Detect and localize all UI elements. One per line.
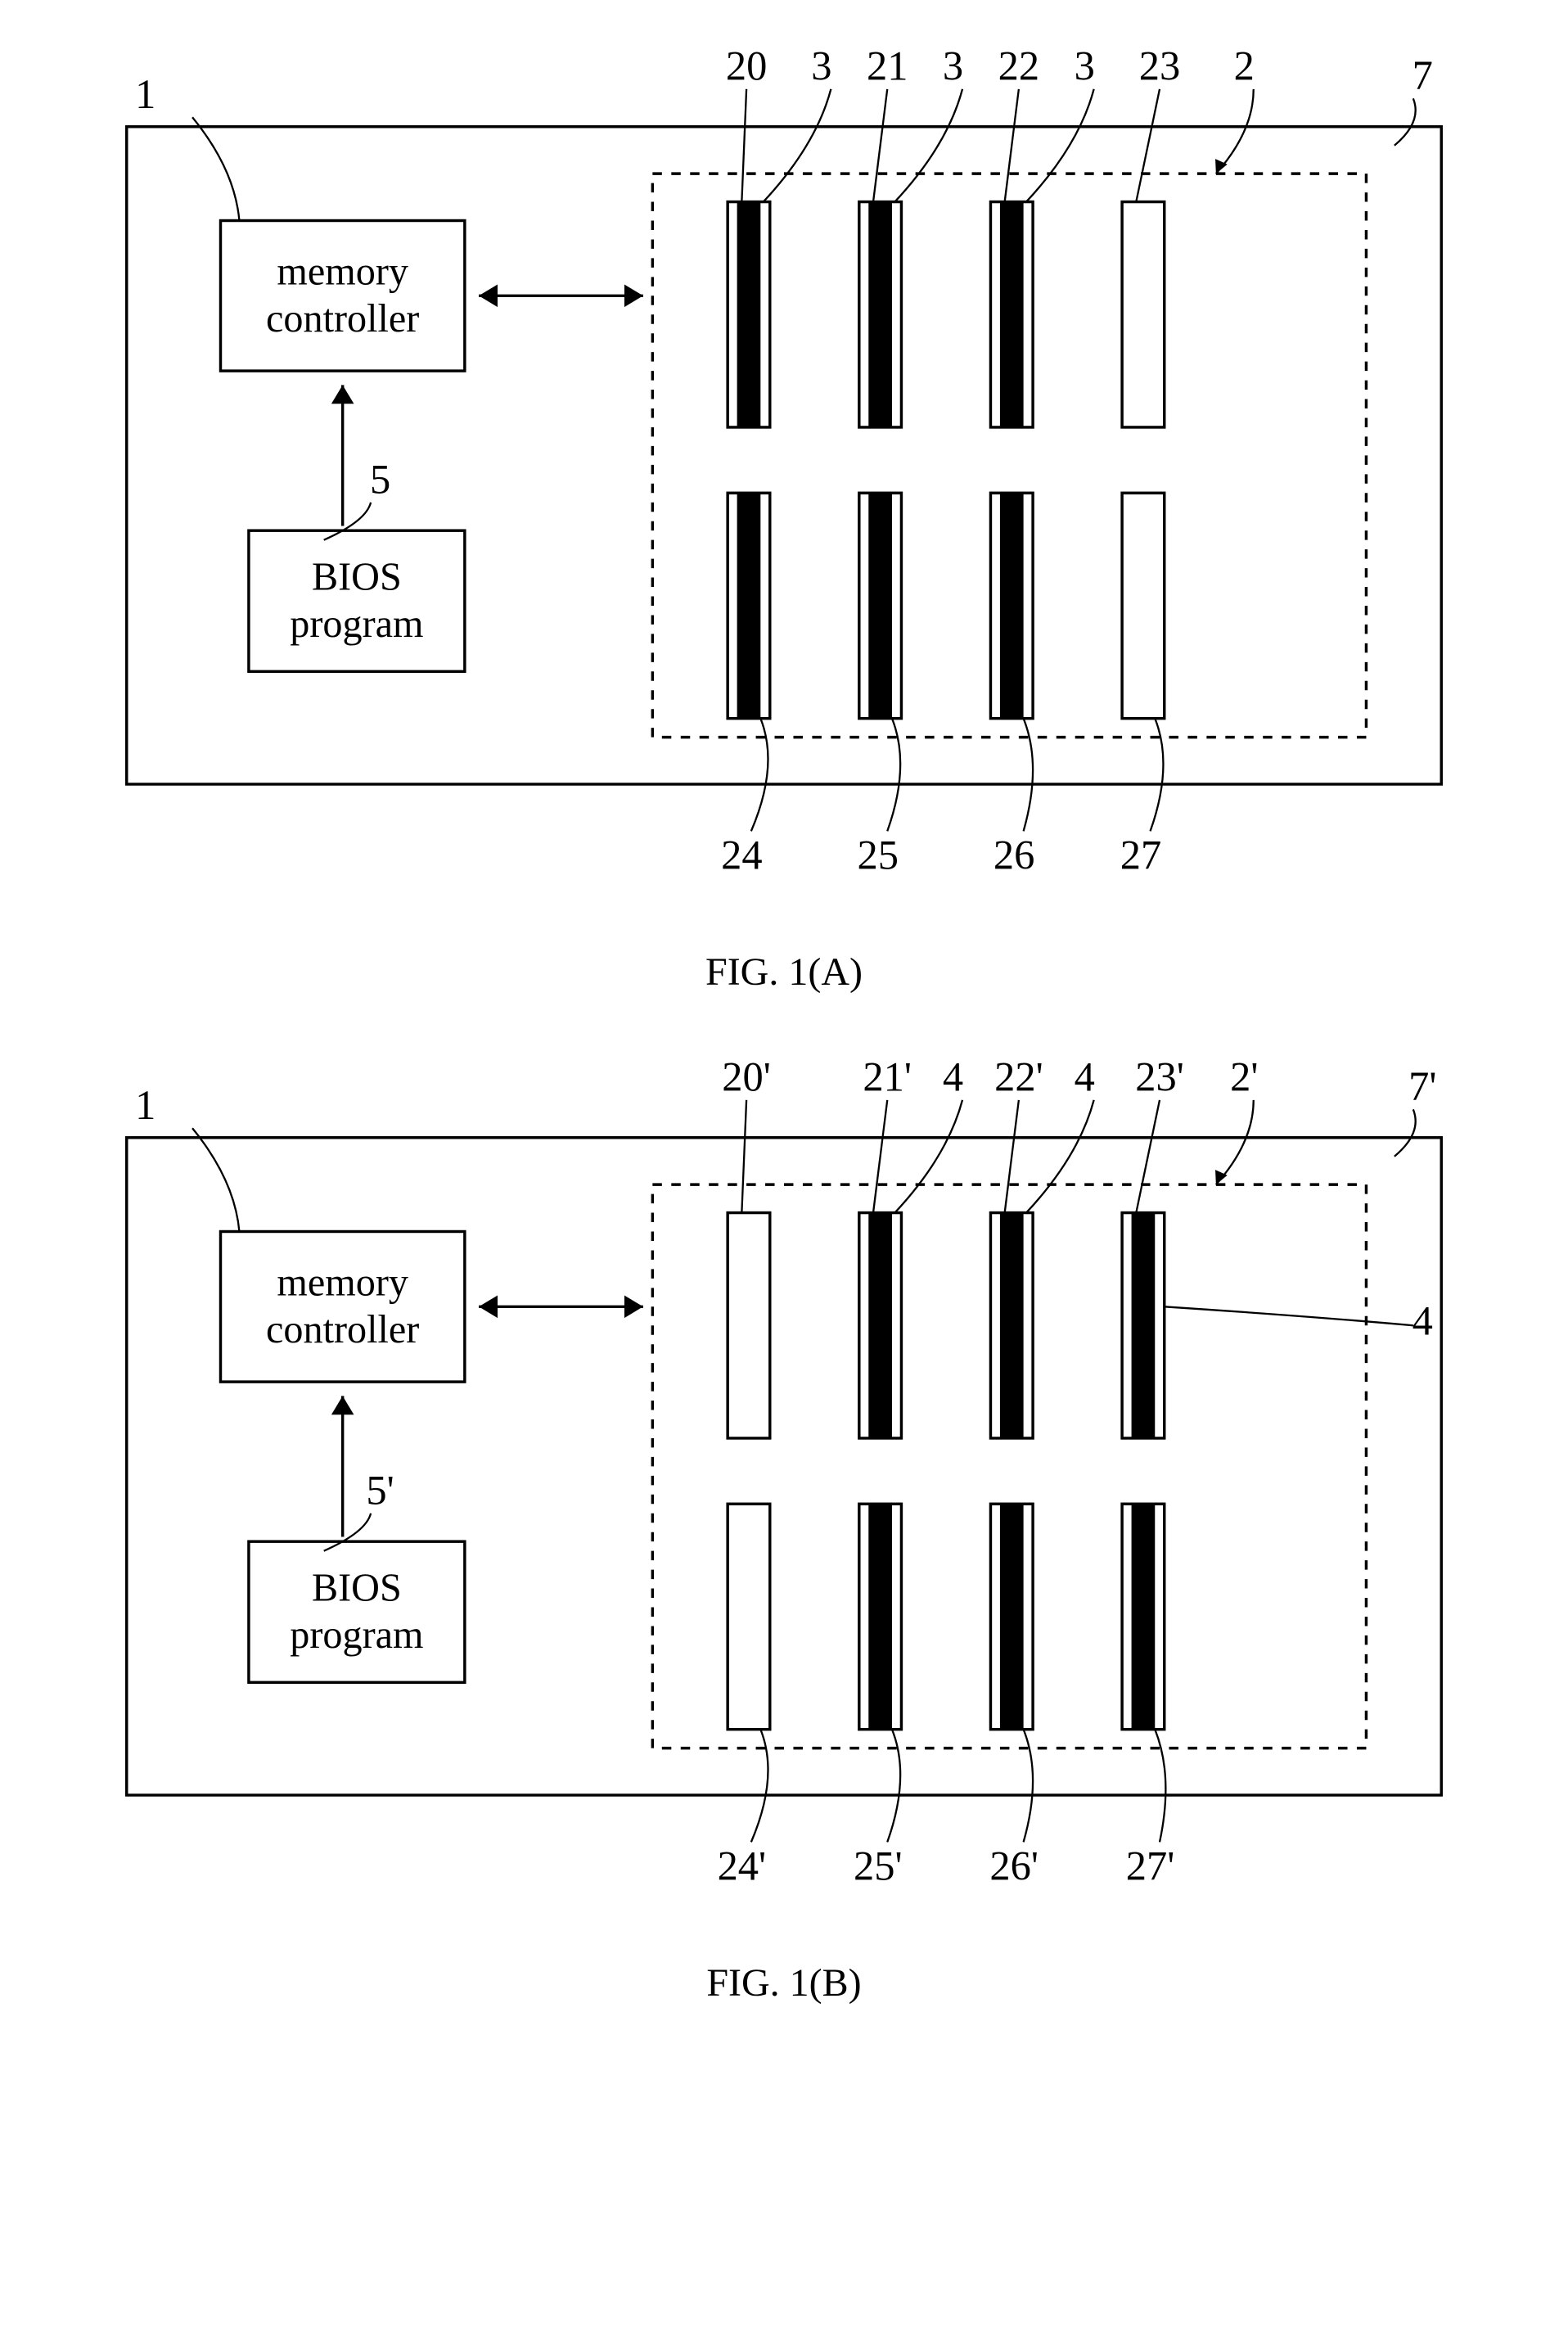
svg-text:21: 21 [867, 43, 908, 88]
svg-text:2: 2 [1234, 43, 1255, 88]
svg-text:3: 3 [1075, 43, 1095, 88]
svg-text:2': 2' [1230, 1054, 1258, 1100]
svg-text:21': 21' [863, 1054, 912, 1100]
svg-text:22': 22' [994, 1054, 1043, 1100]
svg-text:1: 1 [135, 71, 155, 117]
svg-text:24: 24 [721, 832, 762, 878]
svg-text:BIOS: BIOS [312, 1567, 402, 1610]
figure-a: memorycontrollerBIOSprogram2021222324252… [33, 33, 1535, 995]
svg-text:23: 23 [1139, 43, 1180, 88]
svg-text:20': 20' [722, 1054, 771, 1100]
svg-text:memory: memory [277, 250, 408, 294]
figure-a-svg: memorycontrollerBIOSprogram2021222324252… [33, 33, 1535, 925]
svg-text:27': 27' [1126, 1843, 1175, 1888]
svg-text:controller: controller [266, 297, 419, 341]
svg-text:BIOS: BIOS [312, 555, 402, 598]
svg-text:25': 25' [854, 1843, 903, 1888]
svg-text:4: 4 [1413, 1298, 1433, 1344]
svg-text:7: 7 [1413, 52, 1433, 98]
svg-text:27: 27 [1120, 832, 1161, 878]
svg-text:26: 26 [994, 832, 1034, 878]
svg-text:7': 7' [1408, 1063, 1436, 1109]
figure-a-caption: FIG. 1(A) [33, 950, 1535, 995]
svg-text:4: 4 [1075, 1054, 1095, 1100]
svg-text:program: program [290, 602, 423, 646]
svg-text:23': 23' [1135, 1054, 1184, 1100]
svg-text:4: 4 [943, 1054, 963, 1100]
svg-text:24': 24' [718, 1843, 767, 1888]
svg-text:5: 5 [370, 456, 390, 502]
svg-text:1: 1 [135, 1082, 155, 1128]
figure-b-svg: memorycontroller BIOSprogram 20' 21' 22' 23' 2… [33, 1044, 1535, 1936]
svg-text:25: 25 [858, 832, 899, 878]
svg-text:26': 26' [989, 1843, 1039, 1888]
svg-text:controller: controller [266, 1308, 419, 1351]
svg-text:3: 3 [943, 43, 963, 88]
figure-b: memorycontroller BIOSprogram 20' 21' 22' 23' 2… [33, 1044, 1535, 2005]
svg-text:3: 3 [811, 43, 831, 88]
figure-b-caption: FIG. 1(B) [33, 1960, 1535, 2005]
svg-text:program: program [290, 1613, 423, 1657]
svg-text:memory: memory [277, 1261, 408, 1305]
svg-text:22: 22 [998, 43, 1039, 88]
svg-text:20: 20 [726, 43, 767, 88]
svg-text:5': 5' [366, 1467, 394, 1513]
